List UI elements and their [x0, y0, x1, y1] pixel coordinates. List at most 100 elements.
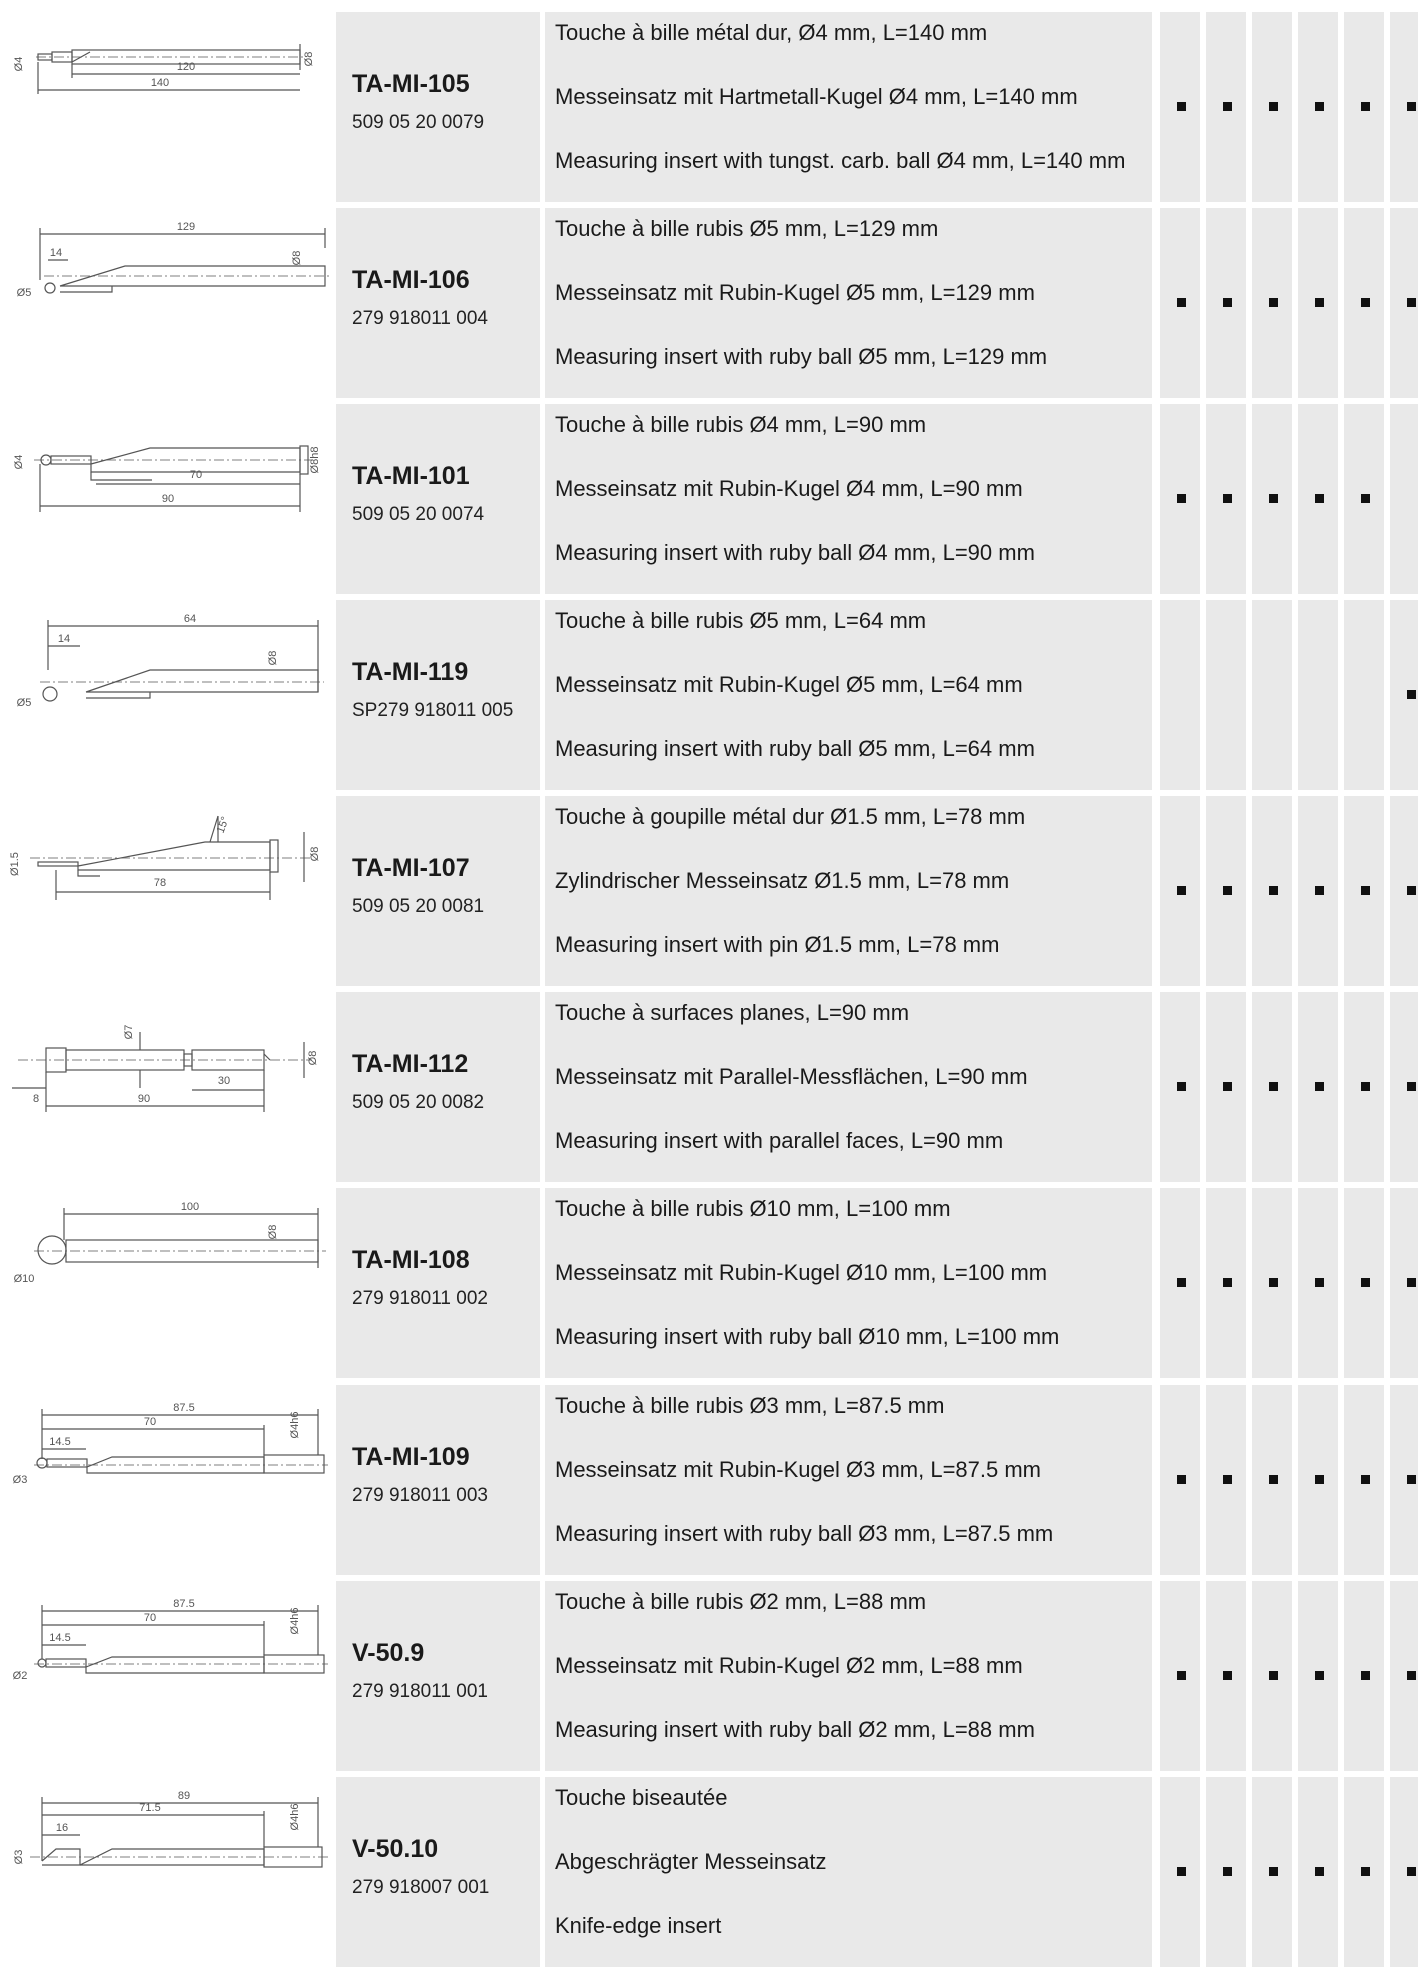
square-bullet-icon — [1407, 1278, 1416, 1287]
compatibility-cell — [1160, 1188, 1200, 1378]
square-bullet-icon — [1315, 1867, 1324, 1876]
product-code: TA-MI-101 — [352, 462, 470, 490]
compatibility-cell — [1206, 796, 1246, 986]
compatibility-cell — [1298, 1777, 1338, 1967]
product-code-cell: V-50.10 279 918007 001 — [336, 1777, 540, 1967]
compatibility-cell — [1206, 404, 1246, 594]
insert-drawing-icon: Ø4 Ø8h8 70 90 — [13, 445, 321, 512]
insert-drawing-icon: 15° Ø1.5 Ø8 78 — [9, 815, 321, 900]
description-cell: Touche à bille rubis Ø2 mm, L=88 mm Messe… — [545, 1581, 1152, 1771]
square-bullet-icon — [1315, 298, 1324, 307]
square-bullet-icon — [1361, 1671, 1370, 1680]
insert-drawing-icon: 89 71.5 16 Ø3 Ø4h6 — [13, 1790, 328, 1868]
dimension-label: Ø4 — [13, 57, 25, 72]
product-code: V-50.10 — [352, 1835, 439, 1863]
description-fr: Touche à bille rubis Ø5 mm, L=64 mm — [555, 608, 927, 633]
description-de: Messeinsatz mit Rubin-Kugel Ø5 mm, L=64 … — [555, 672, 1023, 697]
compatibility-cell — [1390, 1581, 1418, 1771]
dimension-label: 90 — [162, 493, 174, 505]
technical-drawing: 100 Ø8 Ø10 — [0, 1188, 330, 1378]
product-code-cell: TA-MI-119 SP279 918011 005 — [336, 600, 540, 790]
technical-drawing: 15° Ø1.5 Ø8 78 — [0, 796, 330, 986]
compatibility-cell — [1298, 1581, 1338, 1771]
dimension-label: 14 — [50, 247, 62, 259]
product-code-cell: TA-MI-101 509 05 20 0074 — [336, 404, 540, 594]
description-de: Messeinsatz mit Hartmetall-Kugel Ø4 mm, … — [555, 84, 1078, 109]
product-code: TA-MI-112 — [352, 1050, 469, 1078]
part-number: SP279 918011 005 — [352, 700, 514, 721]
technical-drawing: 87.5 70 14.5 Ø4h6 Ø2 — [0, 1581, 330, 1771]
compatibility-cell — [1206, 12, 1246, 202]
square-bullet-icon — [1407, 1475, 1416, 1484]
square-bullet-icon — [1223, 1278, 1232, 1287]
technical-drawing: Ø4 Ø8h8 70 90 — [0, 404, 330, 594]
square-bullet-icon — [1177, 1082, 1186, 1091]
compatibility-cell — [1344, 1188, 1384, 1378]
square-bullet-icon — [1407, 886, 1416, 895]
square-bullet-icon — [1269, 1082, 1278, 1091]
description-en: Measuring insert with pin Ø1.5 mm, L=78 … — [555, 932, 1000, 957]
dimension-label: 89 — [178, 1790, 190, 1802]
part-number: 279 918011 004 — [352, 308, 488, 329]
compatibility-cell — [1206, 600, 1246, 790]
dimension-label: 64 — [184, 613, 196, 625]
compatibility-cell — [1344, 796, 1384, 986]
catalog-row: 64 14 Ø8 Ø5 TA-MI-119 SP279 918011 005 Touche … — [0, 600, 1418, 790]
catalog-row: 15° Ø1.5 Ø8 78 TA-MI-107 509 05 20 0081 Touche… — [0, 796, 1418, 986]
description-cell: Touche à goupille métal dur Ø1.5 mm, L=7… — [545, 796, 1152, 986]
technical-drawing: 87.5 70 14.5 Ø4h6 Ø3 — [0, 1385, 330, 1575]
description-de: Messeinsatz mit Rubin-Kugel Ø10 mm, L=10… — [555, 1260, 1048, 1285]
product-code-cell: TA-MI-107 509 05 20 0081 — [336, 796, 540, 986]
dimension-label: Ø10 — [14, 1273, 35, 1285]
description-de: Abgeschrägter Messeinsatz — [555, 1849, 827, 1874]
compatibility-cell — [1206, 1188, 1246, 1378]
compatibility-cell — [1344, 1777, 1384, 1967]
insert-drawing-icon: 100 Ø8 Ø10 — [14, 1201, 326, 1285]
square-bullet-icon — [1223, 298, 1232, 307]
insert-drawing-icon: Ø4 Ø8 120 140 — [13, 44, 315, 94]
description-fr: Touche à bille rubis Ø10 mm, L=100 mm — [555, 1196, 951, 1221]
dimension-label: 30 — [218, 1075, 230, 1087]
square-bullet-icon — [1361, 1475, 1370, 1484]
square-bullet-icon — [1361, 298, 1370, 307]
product-code: TA-MI-119 — [352, 658, 469, 686]
compatibility-cell — [1206, 208, 1246, 398]
dimension-label: Ø4 — [13, 455, 25, 470]
compatibility-cell — [1160, 1777, 1200, 1967]
description-en: Measuring insert with tungst. carb. ball… — [555, 148, 1126, 173]
dimension-label: 90 — [138, 1093, 150, 1105]
insert-drawing-icon: 64 14 Ø8 Ø5 — [17, 613, 324, 709]
description-cell: Touche biseautée Abgeschrägter Messeinsat… — [545, 1777, 1152, 1967]
catalog-row: 129 14 Ø8 Ø5 TA-MI-106 279 918011 004 Touche à… — [0, 208, 1418, 398]
dimension-label: 140 — [151, 77, 169, 89]
description-cell: Touche à bille rubis Ø3 mm, L=87.5 mm Mes… — [545, 1385, 1152, 1575]
dimension-label: Ø3 — [13, 1474, 28, 1486]
compatibility-cell — [1298, 1385, 1338, 1575]
description-en: Knife-edge insert — [555, 1913, 722, 1938]
description-en: Measuring insert with ruby ball Ø4 mm, L… — [555, 540, 1035, 565]
square-bullet-icon — [1223, 886, 1232, 895]
catalog-row: 89 71.5 16 Ø3 Ø4h6 V-50.10 279 918007 001 Touch… — [0, 1777, 1418, 1967]
dimension-label: Ø8 — [267, 1225, 279, 1240]
compatibility-cell — [1160, 12, 1200, 202]
dimension-label: 87.5 — [173, 1402, 194, 1414]
catalog-row: 87.5 70 14.5 Ø4h6 Ø2 V-50.9 279 918011 001 Touc… — [0, 1581, 1418, 1771]
product-code: TA-MI-107 — [352, 854, 470, 882]
dimension-label: Ø8 — [267, 651, 279, 666]
compatibility-cell — [1298, 12, 1338, 202]
dimension-label: Ø4h6 — [289, 1804, 301, 1831]
square-bullet-icon — [1407, 1671, 1416, 1680]
dimension-label: 70 — [144, 1612, 156, 1624]
compatibility-cell — [1344, 208, 1384, 398]
square-bullet-icon — [1315, 102, 1324, 111]
square-bullet-icon — [1269, 1867, 1278, 1876]
compatibility-cell — [1160, 796, 1200, 986]
technical-drawing: Ø4 Ø8 120 140 — [0, 12, 330, 202]
description-en: Measuring insert with parallel faces, L=… — [555, 1128, 1004, 1153]
dimension-label: Ø8 — [309, 847, 321, 862]
compatibility-cell — [1390, 1385, 1418, 1575]
description-cell: Touche à bille rubis Ø10 mm, L=100 mm Mes… — [545, 1188, 1152, 1378]
dimension-label: Ø3 — [13, 1850, 25, 1865]
compatibility-cell — [1252, 600, 1292, 790]
